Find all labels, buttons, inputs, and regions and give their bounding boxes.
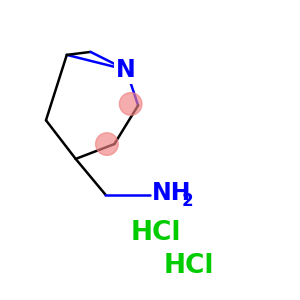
Text: HCl: HCl (164, 253, 214, 279)
Text: HCl: HCl (131, 220, 181, 246)
Text: 2: 2 (181, 191, 193, 209)
Text: NH: NH (152, 181, 191, 205)
Text: N: N (116, 58, 136, 82)
Circle shape (119, 93, 142, 115)
Circle shape (96, 133, 118, 155)
